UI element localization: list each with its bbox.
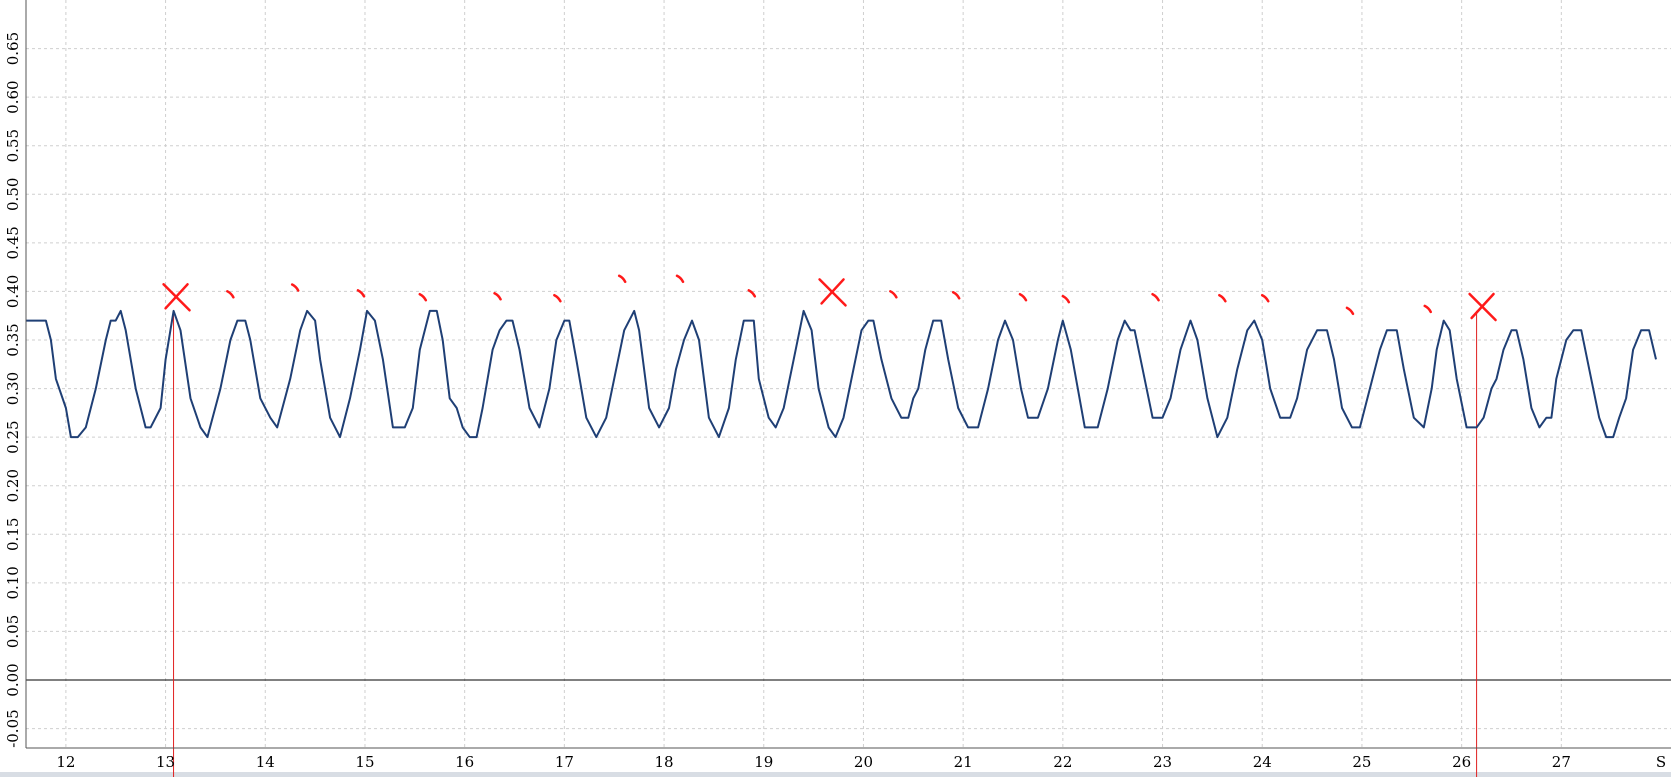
x-tick-label: 22 [1053,753,1072,771]
annotation-cross [162,283,191,312]
annotation-tick [617,274,627,284]
x-tick-label: 13 [156,753,175,771]
y-tick-label: 0.35 [4,323,22,356]
x-unit-label: S [1656,753,1666,771]
annotation-tick [493,292,502,301]
y-tick-label: -0.05 [4,709,22,747]
annotation-cross [1468,292,1497,322]
annotation-tick [747,289,757,298]
x-tick-label: 17 [555,753,574,771]
x-tick-label: 19 [754,753,773,771]
x-tick-label: 12 [56,753,75,771]
series-group [26,309,1657,439]
y-tick-labels: -0.05 0.00 0.05 0.10 0.15 0.20 0.25 0.30 0.35 0.4… [4,32,22,748]
annotation-tick [675,274,685,284]
annotation-tick [1018,292,1028,302]
annotation-tick [951,291,961,300]
annotation-tick [226,290,235,299]
y-tick-label: 0.20 [4,469,22,502]
x-tick-label: 16 [455,753,474,771]
annotation-tick [290,283,300,292]
annotation-tick [1423,304,1432,314]
y-tick-label: 0.45 [4,226,22,259]
grid [26,0,1671,748]
x-tick-labels: 12 13 14 15 16 17 18 19 20 21 22 23 24 25 26 27 [56,753,1571,771]
x-tick-label: 15 [355,753,374,771]
x-tick-label: 18 [655,753,674,771]
y-tick-label: 0.00 [4,663,22,696]
annotation-tick [1345,306,1355,316]
cursor-lines [173,310,1478,777]
annotation-marks [162,274,1497,322]
x-tick-label: 27 [1552,753,1571,771]
x-tick-label: 20 [854,753,873,771]
y-tick-label: 0.55 [4,129,22,162]
y-tick-label: 0.40 [4,275,22,308]
y-tick-label: 0.60 [4,80,22,113]
annotation-tick [889,290,898,299]
annotation-tick [1061,294,1071,304]
series-line [26,309,1657,439]
y-tick-label: 0.15 [4,518,22,551]
annotation-tick [553,293,562,303]
annotation-tick [1260,293,1270,303]
annotation-tick [1218,293,1227,303]
y-tick-label: 0.50 [4,178,22,211]
y-tick-label: 0.65 [4,32,22,65]
x-tick-label: 21 [954,753,973,771]
x-tick-label: 24 [1253,753,1272,771]
annotation-tick [356,289,366,298]
y-tick-label: 0.10 [4,566,22,599]
annotation-tick [418,292,428,302]
annotation-tick [1151,292,1160,302]
x-tick-label: 26 [1452,753,1471,771]
y-tick-label: 0.30 [4,372,22,405]
x-tick-label: 14 [256,753,275,771]
y-tick-label: 0.25 [4,420,22,453]
y-tick-label: 0.05 [4,615,22,648]
annotation-cross [818,278,847,307]
x-tick-label: 25 [1352,753,1371,771]
x-tick-label: 23 [1153,753,1172,771]
